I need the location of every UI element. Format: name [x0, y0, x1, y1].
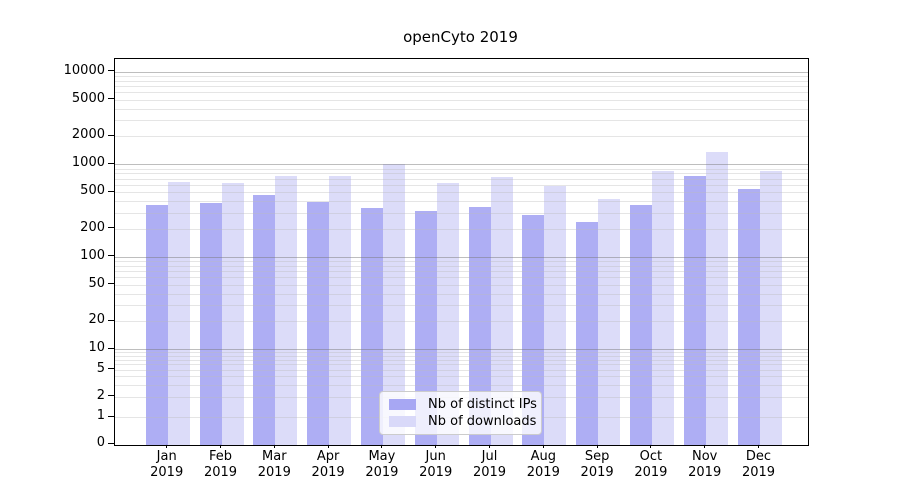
x-tick-label-sep: Sep 2019 — [580, 449, 614, 480]
bar-distinct-ips-sep — [576, 221, 599, 445]
x-tick-label-jun: Jun 2019 — [419, 449, 453, 480]
y-tick — [108, 190, 114, 192]
y-tick — [108, 442, 114, 444]
bar-downloads-oct — [651, 171, 674, 445]
y-tick-label: 5000 — [71, 90, 105, 106]
x-tick — [758, 444, 759, 448]
y-tick-label: 2000 — [71, 127, 105, 143]
bar-distinct-ips-apr — [307, 201, 330, 445]
bar-downloads-mar — [275, 175, 298, 445]
x-tick — [596, 444, 598, 448]
bar-distinct-ips-may — [360, 208, 383, 445]
legend-swatch-downloads — [389, 416, 416, 427]
legend-label-distinct-ips: Nb of distinct IPs — [428, 397, 537, 412]
y-tick-label: 10000 — [63, 62, 105, 78]
y-tick — [108, 347, 114, 349]
x-tick-label-nov: Nov 2019 — [688, 449, 722, 480]
x-tick — [650, 444, 652, 448]
y-tick-label: 5 — [96, 360, 105, 376]
x-tick-label-aug: Aug 2019 — [526, 449, 560, 480]
bar-downloads-apr — [329, 175, 352, 445]
bar-distinct-ips-jan — [145, 205, 168, 445]
legend-item-downloads: Nb of downloads — [389, 414, 536, 429]
x-tick — [381, 444, 383, 448]
y-tick — [108, 415, 114, 417]
x-tick — [273, 444, 275, 448]
y-tick-label: 1 — [96, 408, 105, 423]
bar-downloads-jun — [436, 182, 459, 445]
y-tick — [108, 162, 114, 164]
plot-area — [114, 58, 809, 446]
y-tick-label: 20 — [88, 312, 105, 328]
bar-distinct-ips-jul — [468, 207, 491, 445]
bar-downloads-feb — [221, 182, 244, 445]
y-tick — [108, 255, 114, 257]
y-tick-label: 2 — [96, 387, 105, 403]
y-tick-label: 50 — [88, 275, 105, 291]
x-tick — [327, 444, 329, 448]
bar-downloads-dec — [759, 170, 782, 445]
x-tick-label-dec: Dec 2019 — [741, 449, 776, 480]
y-tick-label: 10 — [88, 340, 105, 356]
x-tick — [166, 444, 168, 448]
x-tick-label-may: May 2019 — [365, 449, 399, 480]
legend: Nb of distinct IPs Nb of downloads — [379, 391, 542, 435]
y-tick — [108, 98, 114, 100]
x-tick-label-apr: Apr 2019 — [311, 449, 345, 480]
chart-title: openCyto 2019 — [403, 28, 518, 46]
bar-downloads-nov — [705, 152, 728, 445]
x-tick — [435, 444, 437, 448]
bar-distinct-ips-dec — [737, 188, 760, 445]
x-tick-label-mar: Mar 2019 — [257, 449, 291, 480]
bar-distinct-ips-aug — [522, 214, 545, 445]
y-tick — [108, 70, 114, 72]
legend-label-downloads: Nb of downloads — [428, 414, 537, 429]
x-tick-label-feb: Feb 2019 — [203, 449, 238, 480]
y-tick-label: 0 — [96, 435, 105, 451]
x-tick — [542, 444, 544, 448]
bar-distinct-ips-feb — [199, 202, 222, 445]
bar-downloads-jul — [490, 176, 513, 445]
y-tick-label: 500 — [80, 183, 105, 199]
bar-downloads-sep — [598, 198, 621, 445]
x-tick-label-jul: Jul 2019 — [472, 449, 507, 480]
bar-downloads-aug — [544, 185, 567, 445]
bar-distinct-ips-nov — [683, 175, 706, 445]
x-tick-label-oct: Oct 2019 — [634, 449, 668, 480]
y-tick-label: 200 — [80, 219, 105, 235]
y-tick — [108, 319, 114, 321]
y-tick — [108, 395, 114, 397]
bar-downloads-jan — [167, 181, 190, 445]
y-tick — [108, 283, 114, 285]
bar-distinct-ips-mar — [253, 194, 276, 445]
y-tick — [108, 227, 114, 229]
legend-swatch-distinct-ips — [389, 399, 416, 410]
y-tick — [108, 134, 114, 136]
x-tick — [220, 444, 221, 448]
y-tick-label: 100 — [80, 247, 105, 263]
y-tick — [108, 368, 114, 370]
x-tick-label-jan: Jan 2019 — [150, 449, 184, 480]
bar-distinct-ips-oct — [629, 204, 652, 445]
x-tick — [704, 444, 706, 448]
bar-downloads-may — [382, 164, 405, 445]
bar-distinct-ips-jun — [414, 211, 437, 445]
x-tick — [489, 444, 490, 448]
y-tick-label: 1000 — [71, 155, 105, 171]
bars-layer — [115, 59, 808, 445]
legend-item-distinct-ips: Nb of distinct IPs — [389, 397, 537, 412]
